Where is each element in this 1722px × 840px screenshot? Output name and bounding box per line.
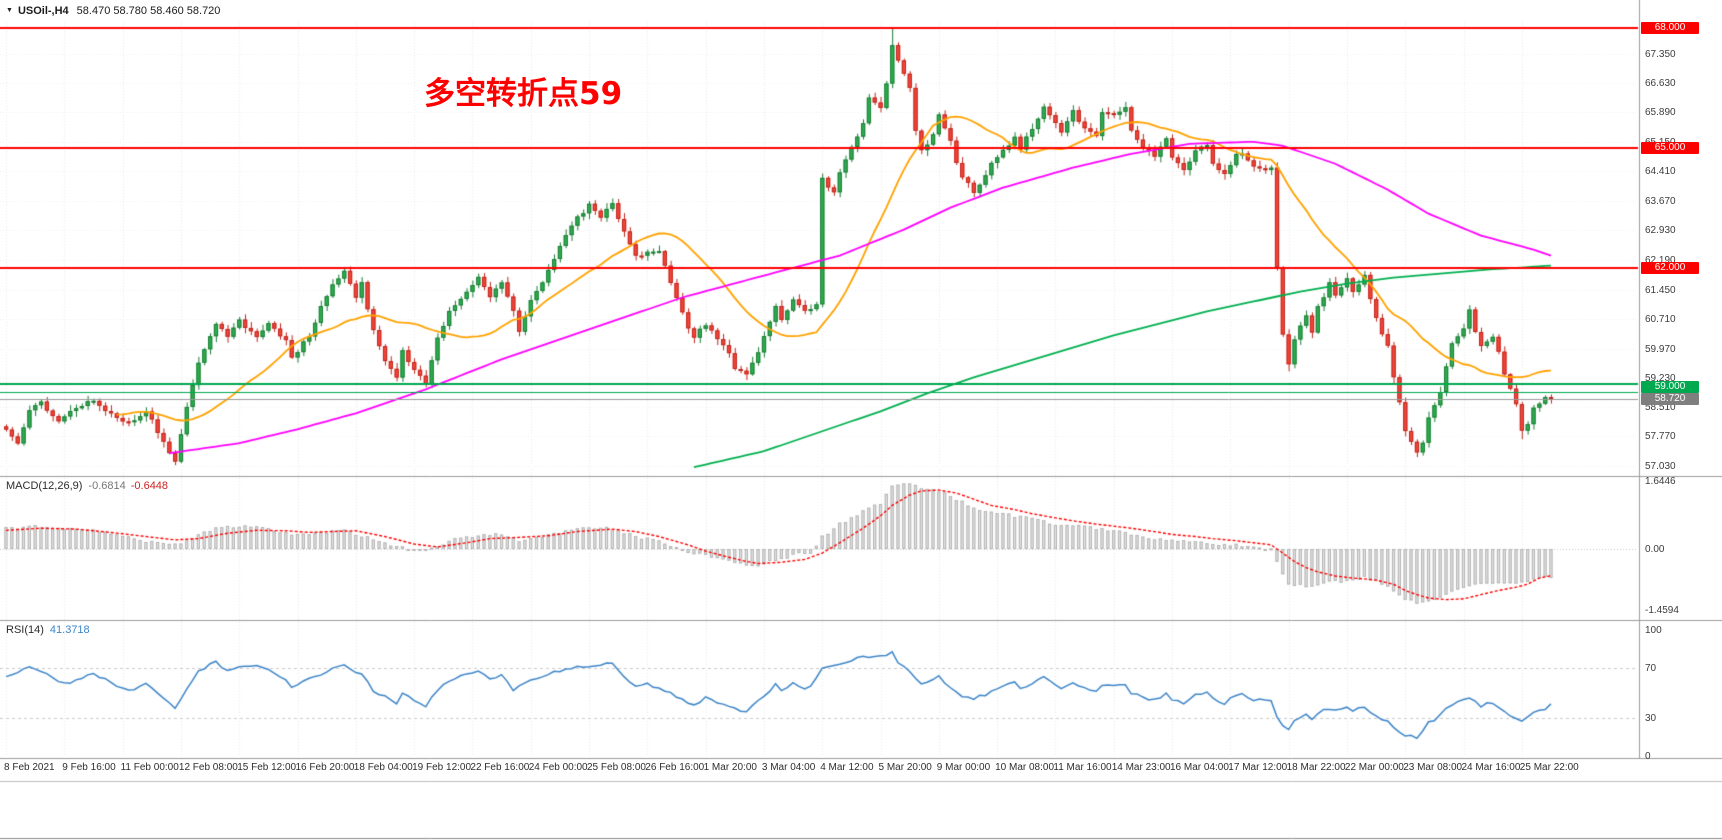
price-axis-label: 59.970: [1645, 343, 1676, 355]
price-axis-label: 65.890: [1645, 107, 1676, 119]
macd-axis-label: 1.6446: [1645, 475, 1676, 487]
price-axis-label: 60.710: [1645, 314, 1676, 326]
price-axis-label: 58.510: [1645, 401, 1676, 413]
price-axis-label: 61.450: [1645, 284, 1676, 296]
macd-axis-label: -1.4594: [1645, 604, 1679, 616]
price-axis-label: 57.030: [1645, 460, 1676, 472]
rsi-axis-label: 30: [1645, 713, 1657, 725]
price-axis-label: 57.770: [1645, 431, 1676, 443]
date-axis-label: 4 Mar 12:00: [820, 762, 874, 773]
support-price-tag: 59.000: [1641, 381, 1699, 394]
date-axis-label: 18 Feb 04:00: [353, 762, 413, 773]
date-axis-label: 5 Mar 20:00: [878, 762, 932, 773]
resistance-price-tag: 65.000: [1641, 141, 1699, 154]
rsi-name: RSI(14): [6, 624, 44, 636]
rsi-value: 41.3718: [49, 624, 90, 636]
date-axis-label: 1 Mar 20:00: [703, 762, 757, 773]
price-axis-label: 62.190: [1645, 254, 1676, 266]
date-axis-label: 22 Feb 16:00: [470, 762, 530, 773]
date-axis-label: 11 Mar 16:00: [1053, 762, 1112, 773]
date-axis-label: 22 Mar 00:00: [1344, 762, 1404, 773]
resistance-price-tag: 62.000: [1641, 261, 1699, 274]
text-annotation[interactable]: 多空转折点59: [424, 76, 623, 112]
rsi-indicator-label: RSI(14) 41.3718: [6, 624, 90, 636]
price-axis-label: 63.670: [1645, 195, 1676, 207]
resistance-price-tag: 68.000: [1641, 22, 1699, 34]
date-axis-label: 16 Feb 20:00: [295, 762, 355, 773]
date-axis-label: 14 Mar 23:00: [1111, 762, 1171, 773]
date-axis-label: 11 Feb 00:00: [120, 762, 179, 773]
price-axis-label: 66.630: [1645, 77, 1676, 89]
rsi-axis-label: 0: [1645, 751, 1651, 762]
price-axis-label: 67.350: [1645, 48, 1676, 60]
date-axis-label: 23 Mar 08:00: [1403, 762, 1463, 773]
macd-indicator-label: MACD(12,26,9) -0.6814 -0.6448: [6, 480, 168, 492]
ohlc-toggle-triangle-icon[interactable]: ▼: [6, 7, 13, 14]
date-axis-label: 16 Mar 04:00: [1170, 762, 1229, 773]
rsi-axis-label: 100: [1645, 625, 1662, 636]
date-axis-label: 24 Feb 00:00: [528, 762, 588, 773]
date-axis-label: 24 Mar 16:00: [1461, 762, 1521, 773]
date-axis-label: 17 Mar 12:00: [1228, 762, 1288, 773]
price-axis-label: 62.930: [1645, 225, 1676, 237]
date-axis-label: 19 Feb 12:00: [412, 762, 472, 773]
macd-name: MACD(12,26,9): [6, 480, 83, 492]
date-axis-label: 9 Mar 00:00: [936, 762, 991, 773]
date-axis-label: 12 Feb 08:00: [178, 762, 238, 773]
price-axis-label: 59.230: [1645, 373, 1676, 385]
current-price-tag: 58.720: [1641, 392, 1699, 405]
price-axis-label: 64.410: [1645, 166, 1676, 178]
symbol-timeframe-label: USOil-,H4: [17, 5, 69, 17]
date-axis-label: 25 Mar 22:00: [1519, 762, 1579, 773]
date-axis-label: 15 Feb 12:00: [237, 762, 297, 773]
date-axis-label: 10 Mar 08:00: [995, 762, 1055, 773]
date-axis-label: 9 Feb 16:00: [62, 762, 116, 773]
date-axis-label: 8 Feb 2021: [4, 762, 55, 773]
date-axis-label: 18 Mar 22:00: [1286, 762, 1346, 773]
date-axis-label: 26 Feb 16:00: [645, 762, 705, 773]
ohlc-values: 58.470 58.780 58.460 58.720: [76, 5, 221, 17]
macd-axis-label: 0.00: [1645, 544, 1665, 555]
date-axis-label: 25 Feb 08:00: [587, 762, 646, 773]
macd-signal-value: -0.6448: [130, 480, 169, 492]
chart-title: ▼ USOil-,H4 58.470 58.780 58.460 58.720: [6, 5, 220, 17]
rsi-axis-label: 70: [1645, 662, 1657, 674]
macd-main-value: -0.6814: [88, 480, 126, 492]
date-axis-label: 3 Mar 04:00: [761, 762, 816, 773]
